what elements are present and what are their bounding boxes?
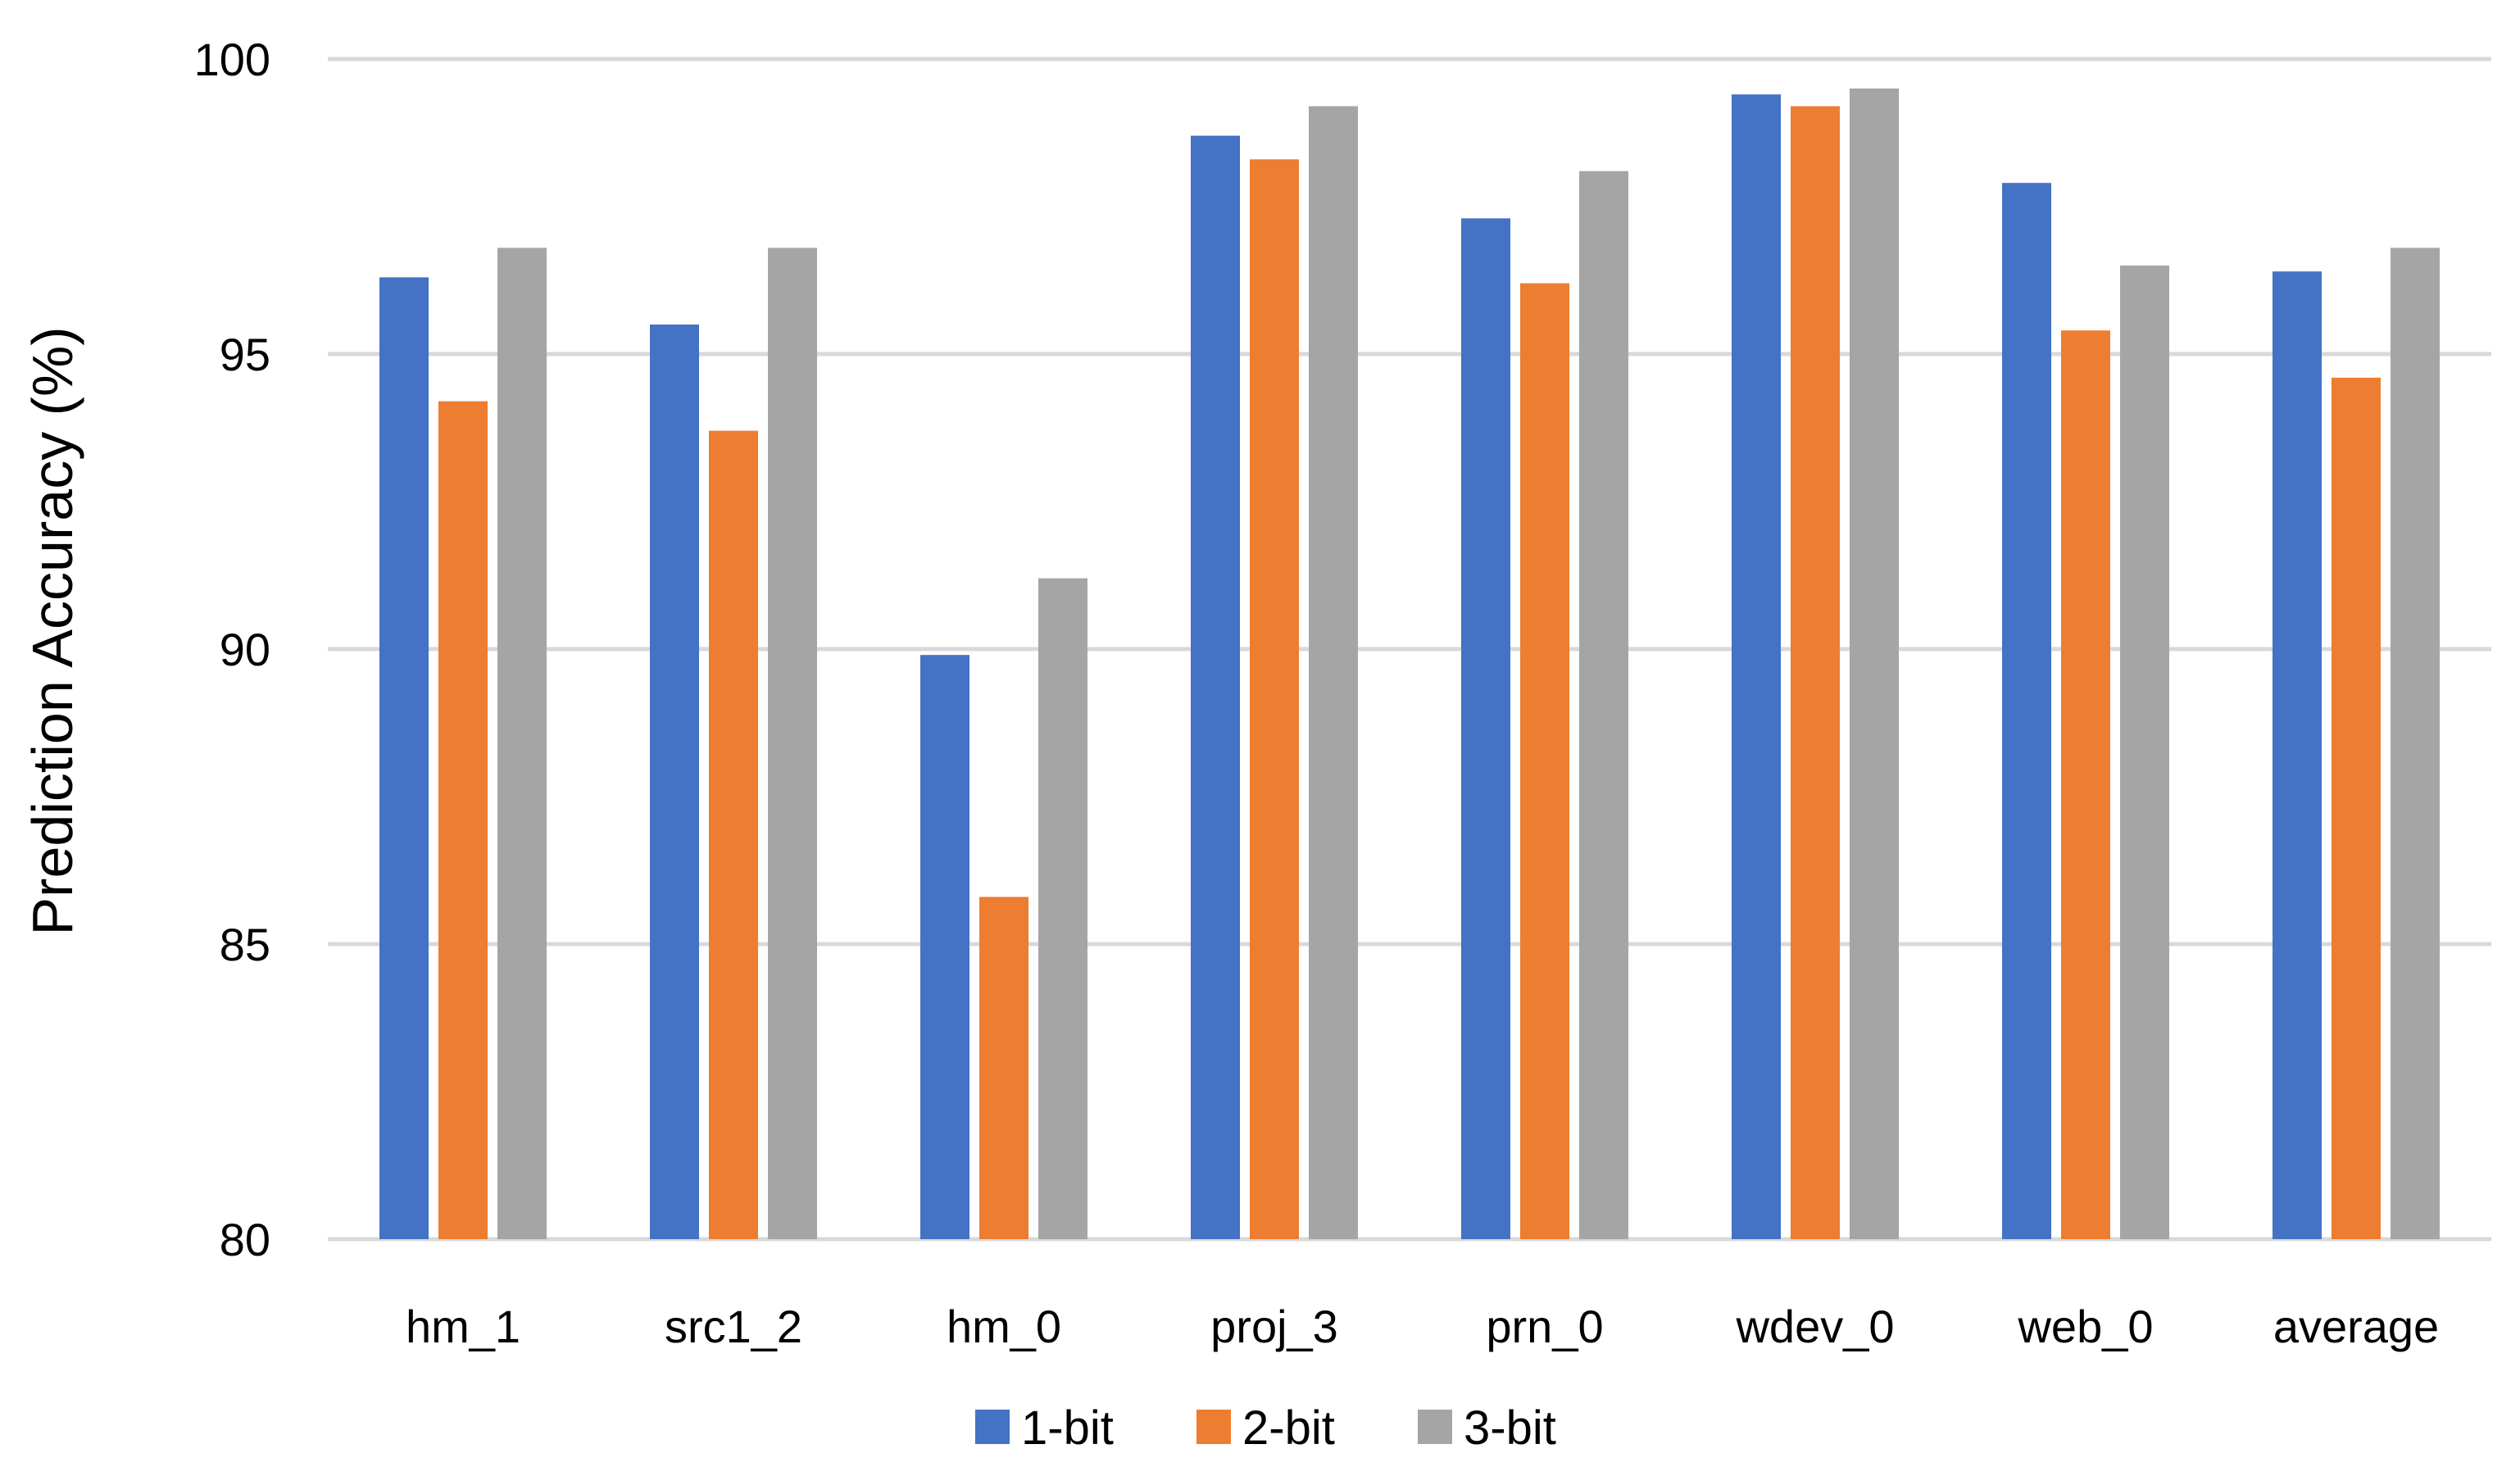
bar-1-bit-average <box>2273 271 2322 1240</box>
legend-label: 2-bit <box>1242 1401 1335 1455</box>
bar-1-bit-web_0 <box>2002 183 2051 1240</box>
bar-2-bit-web_0 <box>2061 330 2110 1240</box>
bar-3-bit-hm_1 <box>497 248 547 1239</box>
bar-3-bit-hm_0 <box>1038 578 1087 1239</box>
bar-1-bit-wdev_0 <box>1732 94 1781 1240</box>
bar-2-bit-src1_2 <box>709 430 758 1239</box>
legend-label: 1-bit <box>1021 1401 1114 1455</box>
x-tick-label: wdev_0 <box>1735 1301 1894 1352</box>
x-axis-ticks: hm_1 src1_2 hm_0 proj_3 prn_0 wdev_0 web_0 aver… <box>406 1301 2439 1352</box>
bar-3-bit-src1_2 <box>768 248 817 1239</box>
y-tick-label: 100 <box>194 34 270 85</box>
y-tick-label: 95 <box>220 329 270 380</box>
bar-2-bit-average <box>2332 377 2381 1239</box>
bar-1-bit-prn_0 <box>1461 218 1510 1239</box>
bar-2-bit-prn_0 <box>1520 283 1569 1240</box>
legend-label: 3-bit <box>1464 1401 1556 1455</box>
bar-3-bit-average <box>2391 248 2440 1239</box>
bar-1-bit-hm_0 <box>920 655 969 1239</box>
legend-swatch-1-bit <box>975 1410 1010 1444</box>
bar-1-bit-proj_3 <box>1191 135 1240 1240</box>
y-tick-label: 85 <box>220 919 270 970</box>
bar-3-bit-wdev_0 <box>1850 89 1899 1239</box>
x-tick-label: hm_0 <box>947 1301 1061 1352</box>
x-tick-label: hm_1 <box>406 1301 520 1352</box>
x-tick-label: proj_3 <box>1210 1301 1338 1352</box>
legend-swatch-3-bit <box>1418 1410 1452 1444</box>
y-axis-ticks: 80 85 90 95 100 <box>194 34 270 1265</box>
bar-2-bit-hm_0 <box>979 897 1028 1239</box>
bar-2-bit-wdev_0 <box>1791 106 1840 1240</box>
bar-1-bit-src1_2 <box>650 325 699 1239</box>
bar-2-bit-hm_1 <box>438 401 488 1240</box>
x-tick-label: average <box>2273 1301 2439 1352</box>
bar-2-bit-proj_3 <box>1250 159 1299 1239</box>
bar-3-bit-web_0 <box>2120 266 2169 1239</box>
bars <box>379 89 2440 1240</box>
x-tick-label: web_0 <box>2017 1301 2153 1352</box>
y-tick-label: 90 <box>220 624 270 675</box>
y-axis-title: Prediction Accuracy (%) <box>20 326 84 935</box>
x-tick-label: src1_2 <box>665 1301 802 1352</box>
legend-swatch-2-bit <box>1196 1410 1231 1444</box>
bar-3-bit-proj_3 <box>1309 106 1358 1240</box>
legend: 1-bit 2-bit 3-bit <box>975 1401 1556 1455</box>
bar-3-bit-prn_0 <box>1579 170 1628 1239</box>
y-tick-label: 80 <box>220 1214 270 1265</box>
x-tick-label: prn_0 <box>1486 1301 1603 1352</box>
bar-1-bit-hm_1 <box>379 277 429 1239</box>
